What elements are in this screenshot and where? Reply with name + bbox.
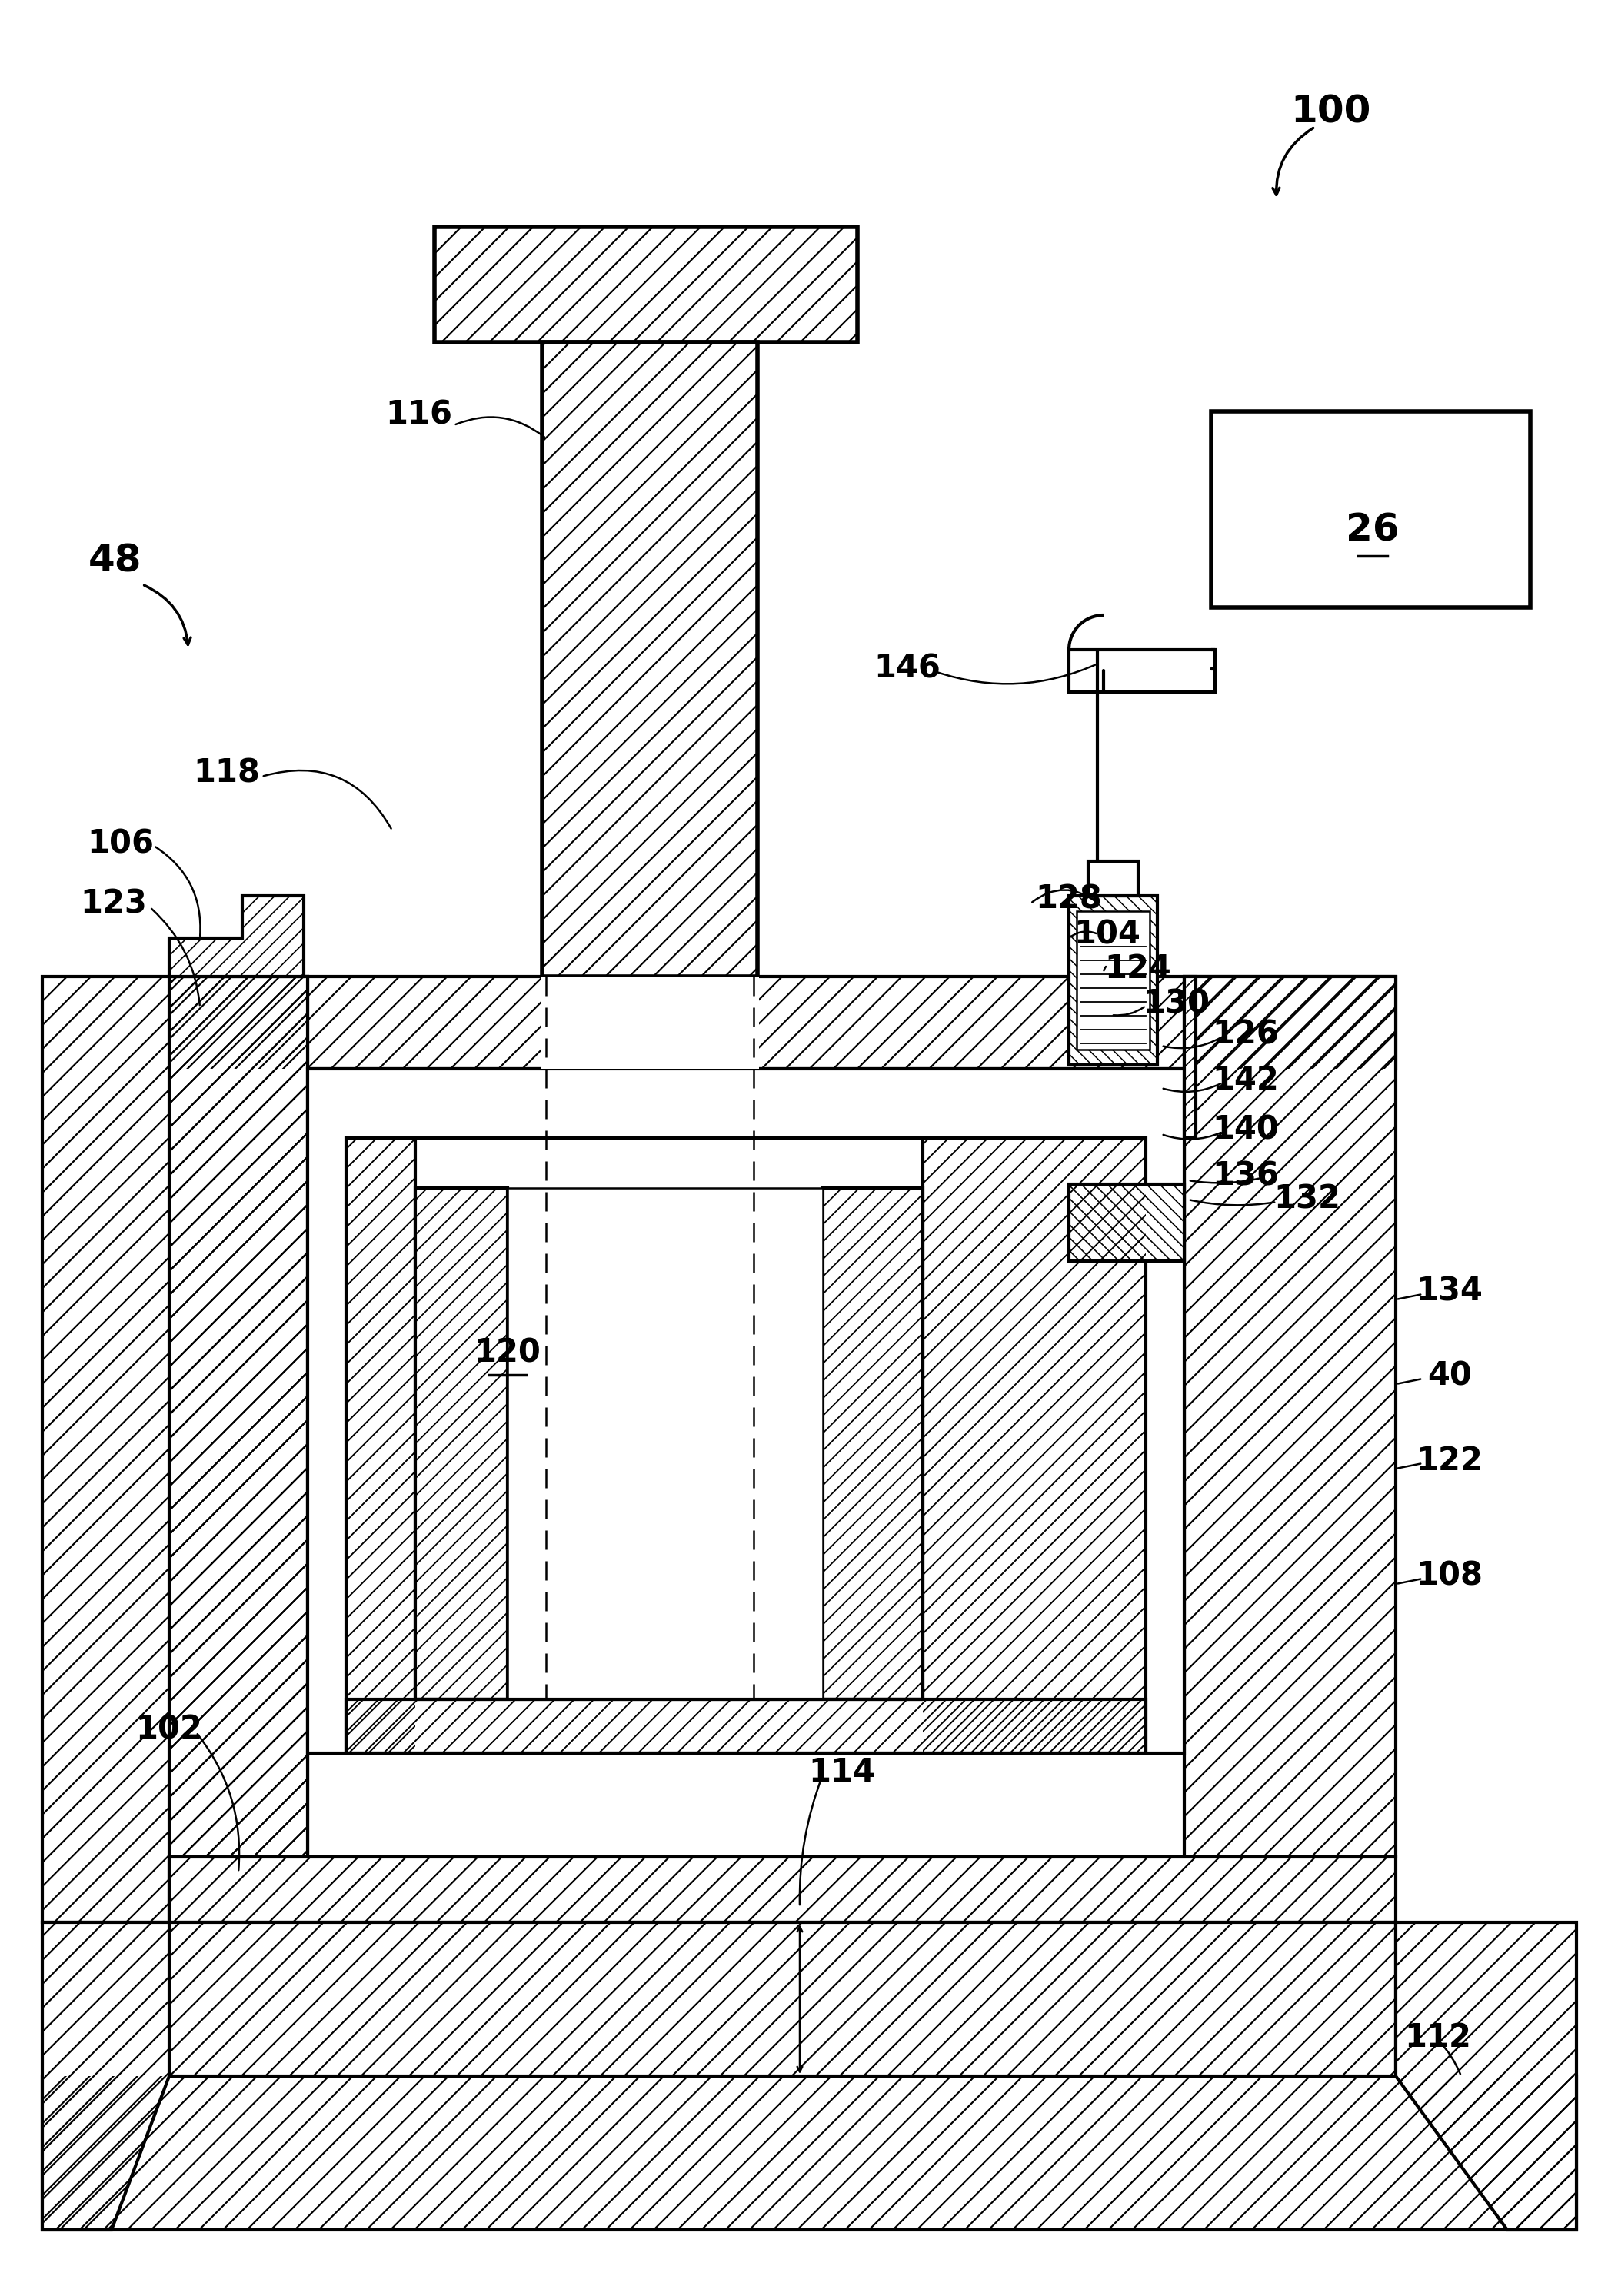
Polygon shape	[42, 976, 170, 1922]
Polygon shape	[824, 1187, 922, 1699]
Text: 132: 132	[1273, 1182, 1341, 1215]
Polygon shape	[170, 1857, 1396, 1922]
Text: 114: 114	[809, 1756, 875, 1789]
Text: 123: 123	[81, 886, 147, 921]
Polygon shape	[922, 1139, 1146, 1754]
Polygon shape	[42, 2076, 1576, 2229]
Bar	[540, 976, 759, 1070]
Text: 108: 108	[1416, 1561, 1484, 1593]
Bar	[1212, 411, 1531, 608]
Text: 126: 126	[1212, 1017, 1280, 1049]
Text: 128: 128	[1036, 884, 1102, 916]
Text: 116: 116	[385, 400, 453, 432]
Bar	[1069, 650, 1215, 691]
Text: 104: 104	[1074, 918, 1141, 951]
Polygon shape	[170, 976, 307, 1857]
Bar	[307, 1070, 1184, 1754]
Text: 134: 134	[1416, 1277, 1484, 1309]
Polygon shape	[1184, 976, 1396, 1857]
Text: 146: 146	[874, 652, 940, 684]
Text: 140: 140	[1212, 1114, 1280, 1146]
Polygon shape	[435, 227, 858, 342]
Text: 106: 106	[87, 829, 154, 861]
Bar	[1089, 861, 1137, 895]
Polygon shape	[170, 976, 1396, 1070]
Polygon shape	[170, 976, 307, 1857]
Polygon shape	[1396, 1922, 1576, 2229]
Text: 48: 48	[89, 542, 142, 581]
Polygon shape	[170, 1922, 1396, 2076]
Polygon shape	[170, 895, 304, 976]
Polygon shape	[1184, 976, 1196, 1139]
Text: 124: 124	[1105, 953, 1171, 985]
Text: 112: 112	[1404, 2020, 1471, 2055]
Text: 120: 120	[474, 1336, 540, 1368]
Text: 40: 40	[1427, 1359, 1472, 1391]
Polygon shape	[1069, 895, 1157, 1065]
Text: 136: 136	[1212, 1159, 1280, 1192]
Text: 26: 26	[1346, 512, 1400, 549]
Bar	[1076, 912, 1150, 1049]
Text: 100: 100	[1290, 94, 1370, 131]
Text: 142: 142	[1212, 1063, 1280, 1097]
Text: 118: 118	[194, 758, 260, 790]
Bar	[508, 1187, 824, 1699]
Polygon shape	[346, 1139, 416, 1754]
Polygon shape	[416, 1187, 508, 1699]
Polygon shape	[42, 1922, 170, 2229]
Text: 122: 122	[1416, 1444, 1484, 1476]
Text: 130: 130	[1144, 987, 1210, 1019]
Polygon shape	[542, 342, 757, 976]
Text: 102: 102	[136, 1713, 202, 1747]
Polygon shape	[346, 1699, 1146, 1754]
Polygon shape	[1069, 1185, 1184, 1261]
